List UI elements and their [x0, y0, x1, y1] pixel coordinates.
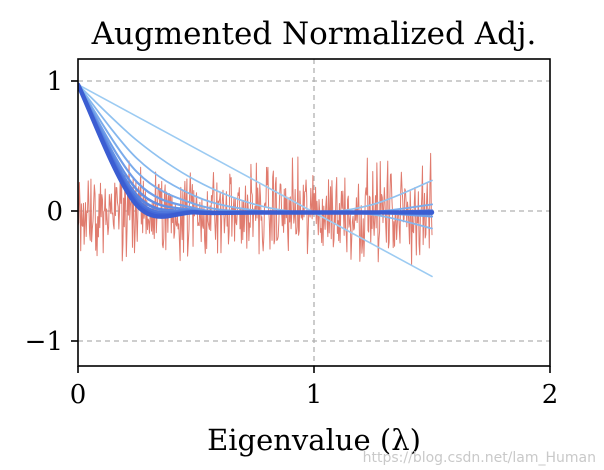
plot-area [78, 82, 435, 278]
x-tick-label-2: 2 [542, 380, 559, 410]
x-axis-label: Eigenvalue (λ) [207, 423, 421, 457]
x-tick-label-1: 1 [306, 380, 323, 410]
y-axis: 1 0 −1 [25, 67, 78, 357]
filter-curves [78, 82, 435, 278]
y-tick-label-0: 0 [46, 197, 63, 227]
y-tick-label-neg1: −1 [25, 327, 63, 357]
x-tick-label-0: 0 [70, 380, 87, 410]
chart-title: Augmented Normalized Adj. [91, 16, 537, 52]
filter-curve-2 [78, 83, 433, 214]
filter-curve-1 [78, 83, 433, 278]
x-axis: 0 1 2 Eigenvalue (λ) [70, 366, 559, 457]
y-tick-label-1: 1 [46, 67, 63, 97]
filter-curve-10 [78, 82, 435, 219]
noise-signal [78, 152, 433, 266]
watermark: https://blog.csdn.net/lam_Human [363, 450, 596, 466]
